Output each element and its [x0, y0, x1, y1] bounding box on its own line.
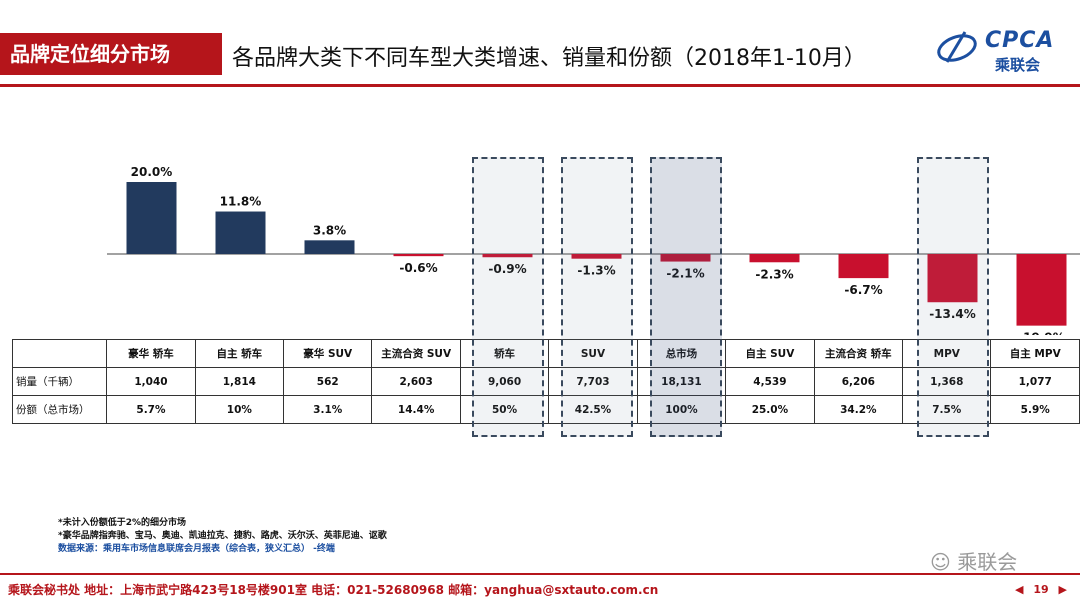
- table-cell: 2,603: [371, 367, 461, 396]
- bar-9: [838, 254, 889, 279]
- table-cell: 34.2%: [813, 395, 904, 424]
- table-header-cell: 自主 MPV: [990, 339, 1080, 368]
- bar-label-1: 20.0%: [131, 165, 173, 179]
- table-header-cell: 轿车: [459, 339, 550, 368]
- highlight-box: [649, 157, 722, 437]
- prev-page-button[interactable]: ◀: [1015, 583, 1024, 596]
- table-cell: 18,131: [636, 367, 727, 396]
- slide-header: 品牌定位细分市场 各品牌大类下不同车型大类增速、销量和份额（2018年1-10月…: [0, 0, 1080, 92]
- table-cell: 25.0%: [725, 395, 815, 424]
- table-header-row: 豪华 轿车 自主 轿车 豪华 SUV 主流合资 SUV 轿车 SUV 总市场 自主 SUV 主流…: [11, 339, 1080, 368]
- bar-6: [571, 254, 622, 259]
- table-cell: 3.1%: [283, 395, 373, 424]
- data-source: 数据来源：乘用车市场信息联席会月报表（综合表，狭义汇总） -终端: [58, 544, 335, 554]
- bar-label-10: -13.4%: [929, 307, 976, 321]
- highlight-box: [560, 157, 633, 437]
- bar-label-2: 11.8%: [220, 195, 262, 209]
- table-cell: 4,539: [725, 367, 815, 396]
- bar-label-8: -2.3%: [755, 267, 793, 281]
- table-cell: 1,077: [990, 367, 1080, 396]
- bar-3: [304, 240, 355, 254]
- data-table: 豪华 轿车 自主 轿车 豪华 SUV 主流合资 SUV 轿车 SUV 总市场 自主 SUV 主流…: [11, 339, 1080, 424]
- highlight-box: [471, 157, 544, 437]
- table-cell: 5.7%: [106, 395, 196, 424]
- section-tag: 品牌定位细分市场: [0, 33, 222, 75]
- bar-5: [482, 254, 533, 258]
- table-cell: 1,814: [194, 367, 285, 396]
- table-header-cell: 主流合资 SUV: [371, 339, 461, 368]
- bar-label-11: -19.9%: [1018, 331, 1065, 335]
- next-page-button[interactable]: ▶: [1058, 583, 1067, 596]
- table-cell: 562: [283, 367, 373, 396]
- table-cell: 5.9%: [990, 395, 1080, 424]
- table-cell: 100%: [636, 395, 727, 424]
- header-rule: [0, 84, 1080, 87]
- table-cell: 7,703: [548, 367, 638, 396]
- wechat-icon: ☺: [930, 550, 951, 574]
- logo-text: CPCA: [985, 28, 1055, 53]
- page-number: 19: [1033, 583, 1049, 596]
- footer-contact: 乘联会秘书处 地址：上海市武宁路423号18号楼901室 电话：021-5268…: [8, 583, 659, 597]
- table-cell: 10%: [194, 395, 285, 424]
- cpca-logo: CPCA 乘联会: [935, 26, 1075, 74]
- bar-2: [215, 211, 266, 254]
- bar-label-4: -0.6%: [399, 261, 437, 275]
- table-cell: 14.4%: [371, 395, 461, 424]
- table-header-cell: 豪华 轿车: [106, 339, 196, 368]
- footer-rule: [0, 573, 1080, 575]
- page-title: 各品牌大类下不同车型大类增速、销量和份额（2018年1-10月）: [232, 46, 866, 71]
- table-header-cell: 总市场: [636, 339, 727, 368]
- watermark-text: 乘联会: [957, 550, 1018, 574]
- bar-10: [927, 254, 978, 303]
- highlight-box: [916, 157, 989, 437]
- table-cell: 50%: [459, 395, 550, 424]
- footnotes: *未计入份额低于2%的细分市场 *豪华品牌指奔驰、宝马、奥迪、凯迪拉克、捷豹、路…: [58, 517, 387, 556]
- table-row-label: 份额（总市场）: [11, 395, 108, 424]
- pager: ◀ 19 ▶: [1012, 583, 1070, 596]
- table-corner-cell: [11, 339, 108, 368]
- cpca-emblem-icon: [937, 31, 977, 63]
- bar-4: [393, 254, 444, 257]
- table-cell: 42.5%: [548, 395, 638, 424]
- bar-label-9: -6.7%: [844, 283, 882, 297]
- bar-label-5: -0.9%: [488, 262, 526, 276]
- bar-label-7: -2.1%: [666, 267, 704, 281]
- bar-7: [660, 254, 711, 262]
- table-header-cell: 主流合资 轿车: [813, 339, 904, 368]
- table-header-cell: SUV: [548, 339, 638, 368]
- bar-8: [749, 254, 800, 263]
- footnote-1: *未计入份额低于2%的细分市场: [58, 518, 186, 528]
- footnote-2: *豪华品牌指奔驰、宝马、奥迪、凯迪拉克、捷豹、路虎、沃尔沃、英菲尼迪、讴歌: [58, 531, 387, 541]
- table-cell: 6,206: [813, 367, 904, 396]
- table-row-label: 销量（千辆）: [11, 367, 108, 396]
- growth-bar-chart: 20.0% 11.8% 3.8% -0.6% -0.9% -1.3% -2.1% -2.3% -…: [107, 165, 1080, 335]
- table-header-cell: 豪华 SUV: [283, 339, 373, 368]
- table-header-cell: 自主 轿车: [194, 339, 285, 368]
- bar-label-6: -1.3%: [577, 264, 615, 278]
- bar-11: [1016, 254, 1067, 326]
- bar-1: [126, 182, 177, 254]
- wechat-watermark: ☺ 乘联会: [930, 546, 1017, 575]
- table-row-volume: 销量（千辆） 1,040 1,814 562 2,603 9,060 7,703 18,131…: [11, 367, 1080, 396]
- table-cell: 1,040: [106, 367, 196, 396]
- logo-cn: 乘联会: [995, 56, 1041, 74]
- bar-label-3: 3.8%: [313, 223, 346, 237]
- table-header-cell: 自主 SUV: [725, 339, 815, 368]
